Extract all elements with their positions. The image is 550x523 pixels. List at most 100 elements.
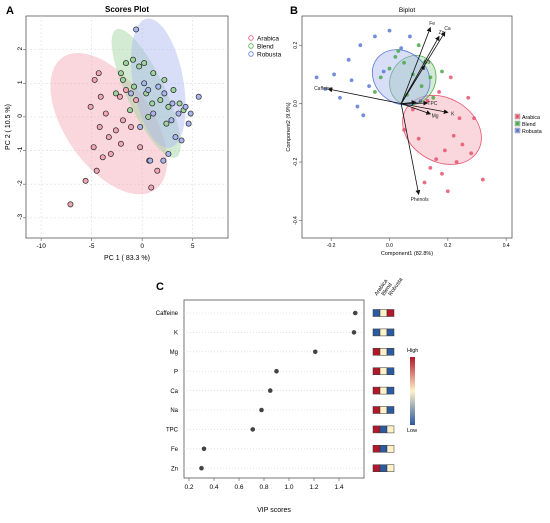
point-robusta <box>165 150 172 157</box>
point-arabica <box>402 128 406 132</box>
point-arabica <box>82 177 89 184</box>
legend-label: Blend <box>522 122 536 128</box>
point-blend <box>157 97 164 104</box>
loading-arrow <box>401 103 432 115</box>
heatmap-cell <box>386 386 395 395</box>
loading-arrow <box>400 26 432 104</box>
category-label: Zn <box>171 466 178 472</box>
heatmap-cell <box>372 425 381 434</box>
point-arabica <box>469 151 474 156</box>
vip-point <box>352 310 358 316</box>
heatmap-cell <box>372 406 381 414</box>
vip-point <box>267 388 273 393</box>
point-arabica <box>154 167 161 174</box>
point-blend <box>141 60 148 67</box>
point-arabica <box>460 142 465 147</box>
heatmap-cell <box>372 309 381 317</box>
point-arabica <box>117 140 124 147</box>
point-arabica <box>457 116 462 121</box>
x-axis-label: VIP scores <box>257 507 291 514</box>
point-blend <box>112 90 119 97</box>
heatmap-cell <box>386 425 395 434</box>
point-arabica <box>434 157 439 162</box>
point-blend <box>170 87 177 93</box>
point-robusta <box>349 78 354 83</box>
point-arabica <box>128 124 134 130</box>
point-robusta <box>161 90 168 97</box>
plot-frame <box>25 15 229 239</box>
heatmap-cell <box>386 309 395 317</box>
point-robusta <box>187 110 194 117</box>
point-robusta <box>367 84 371 89</box>
point-robusta <box>172 134 179 141</box>
y-tick-label: 0.0 <box>293 100 299 107</box>
point-arabica <box>437 90 441 94</box>
x-axis-label: PC 1 ( 83.3 %) <box>104 255 150 262</box>
point-blend <box>440 69 444 74</box>
point-robusta <box>147 157 154 164</box>
x-tick-label: 0.4 <box>209 484 218 491</box>
category-label: P <box>174 369 178 375</box>
legend-marker <box>248 35 254 41</box>
loading-label: K <box>451 111 455 117</box>
vip-point <box>199 465 204 471</box>
x-tick-label: 1.2 <box>309 484 318 491</box>
point-robusta <box>358 43 363 48</box>
panel-label-a: A <box>6 5 14 17</box>
loading-label: P <box>419 100 423 106</box>
x-tick-label: 1.0 <box>284 484 293 491</box>
y-tick-label: -3 <box>17 214 24 220</box>
y-axis-label: PC 2 ( 10.5 %) <box>5 104 12 150</box>
point-blend <box>402 60 406 65</box>
heatmap-cell <box>372 386 381 395</box>
point-blend <box>431 95 436 100</box>
heatmap-cell <box>379 386 388 395</box>
chart-title: Biplot <box>399 7 415 14</box>
legend-marker <box>248 43 254 49</box>
heatmap-cell <box>379 309 388 317</box>
legend-marker <box>515 114 520 119</box>
heatmap-cell <box>379 464 388 472</box>
point-arabica <box>105 134 112 141</box>
colorbar-low-label: Low <box>407 428 417 434</box>
loading-label: Fe <box>429 21 435 27</box>
point-blend <box>373 90 377 94</box>
point-robusta <box>150 110 157 117</box>
point-arabica <box>95 70 102 77</box>
heatmap-cell <box>386 348 395 356</box>
x-tick-label: 5 <box>191 243 195 250</box>
loading-arrow <box>400 64 425 104</box>
category-label: K <box>174 331 178 337</box>
point-robusta <box>361 113 366 118</box>
point-blend <box>149 100 156 107</box>
point-arabica <box>428 165 433 170</box>
point-arabica <box>120 117 126 124</box>
heatmap-cell <box>386 464 395 472</box>
colorbar <box>410 357 415 425</box>
point-blend <box>131 83 138 90</box>
vip-point <box>351 330 357 335</box>
point-blend <box>130 56 137 63</box>
y-tick-label: 1 <box>17 80 24 84</box>
legend-marker <box>515 121 520 126</box>
ellipse-arabica <box>50 52 168 195</box>
point-blend <box>165 103 172 110</box>
point-arabica <box>96 124 103 130</box>
point-blend <box>161 76 168 83</box>
point-arabica <box>90 144 97 151</box>
category-label: Ca <box>170 389 178 395</box>
point-blend <box>145 113 152 120</box>
legend-label: Robusta <box>522 129 542 135</box>
y-axis-label: Component2 (9.9%) <box>286 102 292 151</box>
vip-point <box>259 407 264 413</box>
x-tick-label: 0 <box>140 243 144 250</box>
loading-label: Zn <box>439 30 445 36</box>
heatmap-cell <box>372 348 381 356</box>
panel-label-c: C <box>156 281 164 293</box>
point-robusta <box>314 75 319 80</box>
y-tick-label: -2 <box>17 180 24 186</box>
point-arabica <box>107 150 114 157</box>
point-blend <box>378 75 383 80</box>
